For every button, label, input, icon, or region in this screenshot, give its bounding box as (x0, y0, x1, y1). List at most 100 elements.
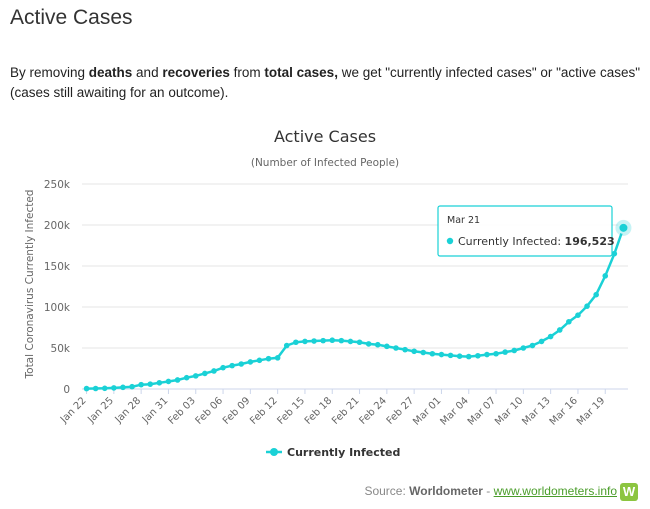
data-point (447, 352, 454, 359)
intro-text-1: By removing (10, 65, 89, 80)
x-tick-label: Jan 28 (113, 395, 144, 426)
active-cases-chart: Active Cases (Number of Infected People)… (24, 127, 632, 459)
data-point (484, 351, 490, 358)
y-tick-label: 250k (44, 179, 71, 191)
data-point (429, 350, 436, 357)
data-point (438, 351, 445, 358)
data-point (566, 318, 572, 325)
data-point (520, 345, 527, 351)
x-tick-label: Feb 18 (303, 395, 335, 427)
intro-recoveries: recoveries (162, 65, 230, 80)
data-point (584, 303, 590, 309)
data-point (593, 291, 599, 298)
intro-total-cases: total cases, (264, 65, 338, 80)
data-point (456, 353, 463, 359)
data-point (220, 364, 226, 371)
data-point (274, 355, 281, 361)
data-point (238, 361, 245, 367)
data-point (138, 381, 144, 388)
data-point (174, 377, 181, 383)
data-point (365, 341, 372, 347)
x-tick-label: Jan 31 (140, 395, 171, 426)
data-point (265, 355, 272, 362)
chart-title: Active Cases (274, 127, 376, 146)
x-tick-label: Feb 09 (221, 395, 253, 427)
x-tick-label: Jan 22 (58, 395, 89, 426)
data-point (202, 370, 208, 377)
data-point (120, 384, 126, 391)
data-point (475, 352, 481, 359)
y-tick-label: 50k (51, 343, 71, 355)
y-axis-title: Total Coronavirus Currently Infected (24, 190, 36, 380)
x-tick-label: Mar 13 (520, 395, 552, 427)
source-credit: Source: Worldometer - www.worldometers.i… (364, 483, 638, 501)
source-link[interactable]: www.worldometers.info (493, 484, 617, 499)
legend-dot-symbol (270, 448, 278, 456)
tooltip: Mar 21 Currently Infected: 196,523 (437, 205, 615, 257)
data-point (156, 379, 163, 386)
data-point (538, 338, 545, 345)
data-point (329, 337, 336, 344)
source-dash: - (482, 484, 494, 499)
x-tick-label: Feb 12 (248, 395, 280, 427)
data-point (256, 357, 263, 364)
x-tick-label: Feb 06 (194, 395, 226, 427)
data-point (402, 346, 408, 353)
tooltip-date: Mar 21 (447, 215, 480, 226)
tooltip-value: 196,523 (565, 235, 615, 248)
data-point (556, 327, 563, 333)
x-tick-label: Mar 07 (466, 395, 498, 427)
x-tick-label: Jan 25 (85, 395, 116, 426)
data-point-halo (615, 219, 632, 236)
data-point (547, 333, 554, 340)
legend-label[interactable]: Currently Infected (287, 446, 400, 459)
x-tick-label: Feb 24 (357, 395, 389, 427)
data-point (575, 312, 581, 318)
tooltip-series-label: Currently Infected: (458, 235, 565, 248)
data-point (529, 342, 536, 349)
data-point (293, 339, 299, 346)
data-point (147, 381, 154, 387)
data-point (374, 341, 381, 348)
data-point (283, 342, 290, 349)
intro-text-2: and (132, 65, 163, 80)
data-point (511, 347, 518, 354)
x-tick-label: Mar 01 (411, 395, 443, 427)
x-tick-label: Feb 15 (276, 395, 308, 427)
data-point (393, 345, 399, 351)
y-tick-label: 150k (44, 261, 71, 273)
legend[interactable]: Currently Infected (266, 446, 400, 459)
data-point (229, 362, 235, 369)
source-name: Worldometer (409, 484, 483, 499)
y-tick-label: 100k (44, 302, 71, 314)
data-point (165, 378, 172, 385)
data-point (83, 385, 90, 392)
x-tick-label: Feb 21 (330, 395, 362, 427)
intro-paragraph: By removing deaths and recoveries from t… (10, 63, 640, 103)
source-label: Source: (364, 484, 410, 499)
data-point (129, 383, 135, 390)
tooltip-series-dot (446, 237, 454, 245)
y-tick-label: 200k (44, 220, 71, 232)
x-tick-label: Feb 27 (385, 395, 417, 427)
data-point (302, 338, 308, 345)
x-tick-label: Mar 16 (548, 395, 580, 427)
data-point (347, 338, 354, 345)
data-point (111, 385, 117, 391)
worldometer-logo-icon: W (620, 483, 638, 501)
x-tick-label: Feb 03 (166, 395, 198, 427)
intro-text-3: from (229, 65, 265, 80)
data-point (311, 338, 317, 344)
chart-subtitle: (Number of Infected People) (251, 157, 399, 169)
data-point (192, 373, 199, 379)
grid-layer (82, 183, 628, 394)
tooltip-box (437, 205, 613, 257)
data-point (92, 385, 99, 392)
data-point (211, 368, 217, 374)
y-tick-label: 0 (63, 384, 70, 396)
tooltip-line: Currently Infected: 196,523 (458, 235, 615, 248)
y-tick-labels: 0 50k 100k 150k 200k 250k (44, 179, 71, 396)
data-point (420, 349, 427, 356)
data-point (101, 385, 108, 392)
